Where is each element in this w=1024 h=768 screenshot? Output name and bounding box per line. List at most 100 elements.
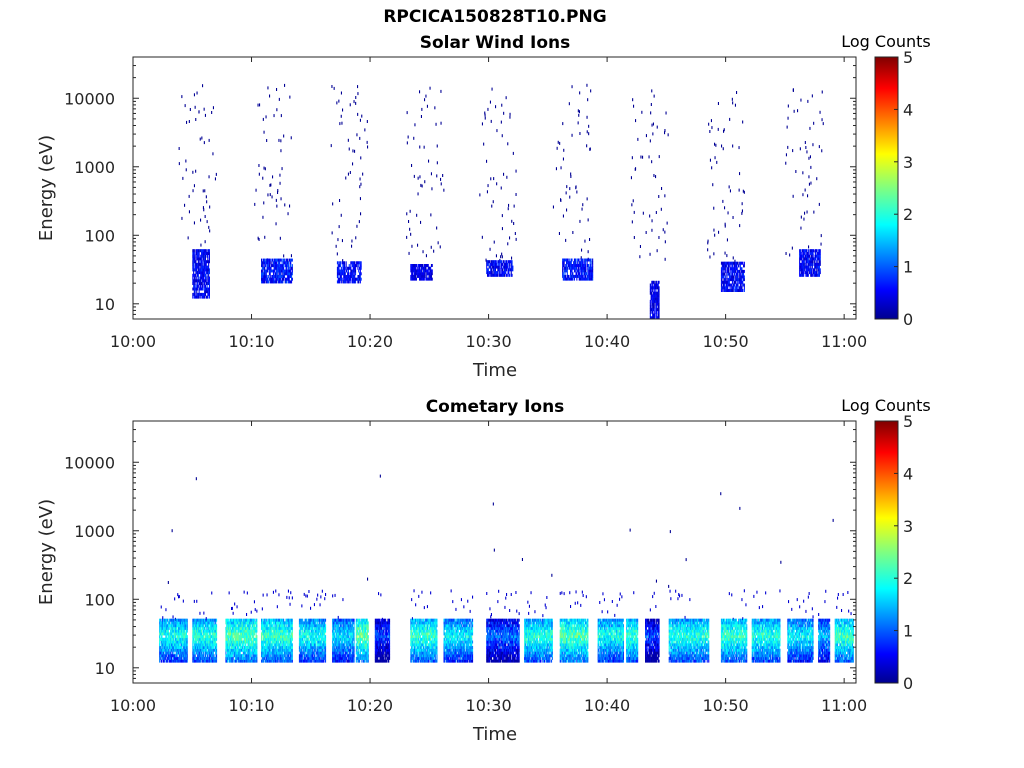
solar-wind-count-cell: [723, 128, 725, 132]
solar-wind-cell: [504, 265, 506, 269]
solar-wind-cell: [802, 260, 804, 264]
solar-wind-cell: [494, 265, 496, 269]
cometary-cell: [195, 659, 197, 663]
cometary-cell: [253, 632, 255, 636]
cometary-cell: [233, 651, 235, 655]
cometary-cell: [302, 635, 304, 639]
cometary-cell: [197, 637, 199, 641]
cometary-cell: [225, 646, 227, 649]
cometary-cell: [283, 643, 285, 647]
cometary-cell: [230, 624, 232, 628]
solar-wind-count-cell: [656, 249, 658, 253]
cometary-cell: [182, 656, 184, 660]
cometary-cell: [266, 624, 268, 628]
solar-wind-cell: [568, 264, 570, 267]
solar-wind-cell: [507, 265, 509, 269]
solar-wind-cell: [724, 286, 726, 290]
cometary-cell: [275, 643, 277, 647]
cometary-cell: [180, 626, 182, 630]
cometary-cell: [228, 659, 230, 663]
solar-wind-cell: [579, 258, 581, 262]
cometary-cell: [181, 648, 183, 652]
solar-wind-count-cell: [359, 185, 361, 189]
cometary-cell: [182, 643, 184, 647]
cometary-cell: [193, 656, 195, 660]
cometary-cell: [254, 648, 256, 652]
cometary-cell: [291, 632, 293, 636]
cometary-cell: [275, 654, 277, 658]
cometary-cell: [204, 651, 206, 655]
cometary-cell: [287, 589, 289, 593]
solar-wind-cell: [505, 260, 507, 264]
cometary-cell: [268, 635, 270, 639]
solar-wind-cell: [340, 277, 342, 281]
solar-wind-count-cell: [804, 188, 806, 192]
solar-wind-cell: [814, 254, 816, 258]
cometary-cell: [268, 651, 270, 655]
cometary-cell: [249, 629, 251, 633]
cometary-cell: [177, 651, 179, 655]
cometary-cell: [165, 637, 167, 641]
solar-wind-count-cell: [500, 186, 502, 190]
solar-wind-cell: [340, 264, 342, 268]
solar-wind-cell: [566, 266, 568, 270]
solar-wind-cell: [340, 269, 342, 273]
solar-wind-cell: [196, 287, 198, 291]
solar-wind-cell: [194, 257, 196, 261]
cometary-cell: [170, 626, 172, 630]
cometary-cell: [180, 654, 182, 658]
solar-wind-cell: [261, 264, 263, 268]
cometary-cell: [269, 637, 271, 641]
cometary-cell: [289, 651, 291, 655]
solar-wind-cell: [200, 292, 202, 296]
cometary-cell: [306, 635, 308, 639]
solar-wind-count-cell: [276, 108, 278, 112]
cometary-cell: [264, 654, 266, 658]
solar-wind-cell: [810, 271, 812, 275]
cometary-cell: [180, 618, 182, 622]
solar-wind-axes: 10:00 10:10 10:20 10:30 10:40 10:50 11:0010100…: [64, 56, 867, 351]
solar-wind-cell: [285, 261, 287, 265]
solar-wind-count-cell: [558, 232, 560, 235]
cometary-cell: [271, 640, 273, 644]
cometary-cell: [298, 624, 300, 628]
solar-wind-cell: [343, 266, 345, 270]
solar-wind-cell: [733, 278, 735, 282]
cometary-cell: [242, 635, 244, 639]
cometary-cell: [289, 640, 291, 644]
cometary-cell: [214, 637, 216, 641]
solar-wind-cell: [284, 280, 286, 284]
solar-wind-count-cell: [181, 216, 183, 220]
solar-wind-cell: [431, 269, 433, 273]
solar-wind-cell: [490, 262, 492, 266]
solar-wind-cell: [287, 261, 289, 265]
solar-wind-cell: [358, 277, 360, 281]
cometary-cell: [273, 640, 275, 644]
solar-wind-cell: [502, 260, 504, 264]
cometary-cell: [238, 659, 240, 663]
solar-wind-count-cell: [786, 125, 788, 129]
solar-wind-cell: [803, 260, 805, 264]
solar-wind-count-cell: [262, 117, 264, 121]
cometary-cell: [283, 648, 285, 652]
cometary-cell: [239, 654, 241, 658]
solar-wind-cell: [262, 266, 264, 270]
solar-wind-cell: [504, 268, 506, 272]
solar-wind-cell: [731, 267, 733, 271]
cometary-cell: [236, 659, 238, 663]
cometary-cell: [307, 626, 309, 630]
solar-wind-cell: [740, 289, 742, 292]
solar-wind-cell: [193, 262, 195, 266]
cometary-cell: [235, 643, 237, 647]
cometary-cell: [244, 648, 246, 652]
solar-wind-cell: [261, 261, 263, 265]
solar-wind-count-cell: [515, 169, 517, 173]
solar-wind-count-cell: [202, 84, 204, 88]
solar-wind-cell: [803, 252, 805, 255]
solar-wind-cell: [349, 275, 351, 278]
cometary-cell: [249, 646, 251, 649]
solar-wind-count-cell: [357, 85, 359, 89]
solar-wind-cell: [487, 260, 489, 264]
solar-wind-cell: [720, 261, 722, 265]
cometary-cell: [300, 624, 302, 628]
